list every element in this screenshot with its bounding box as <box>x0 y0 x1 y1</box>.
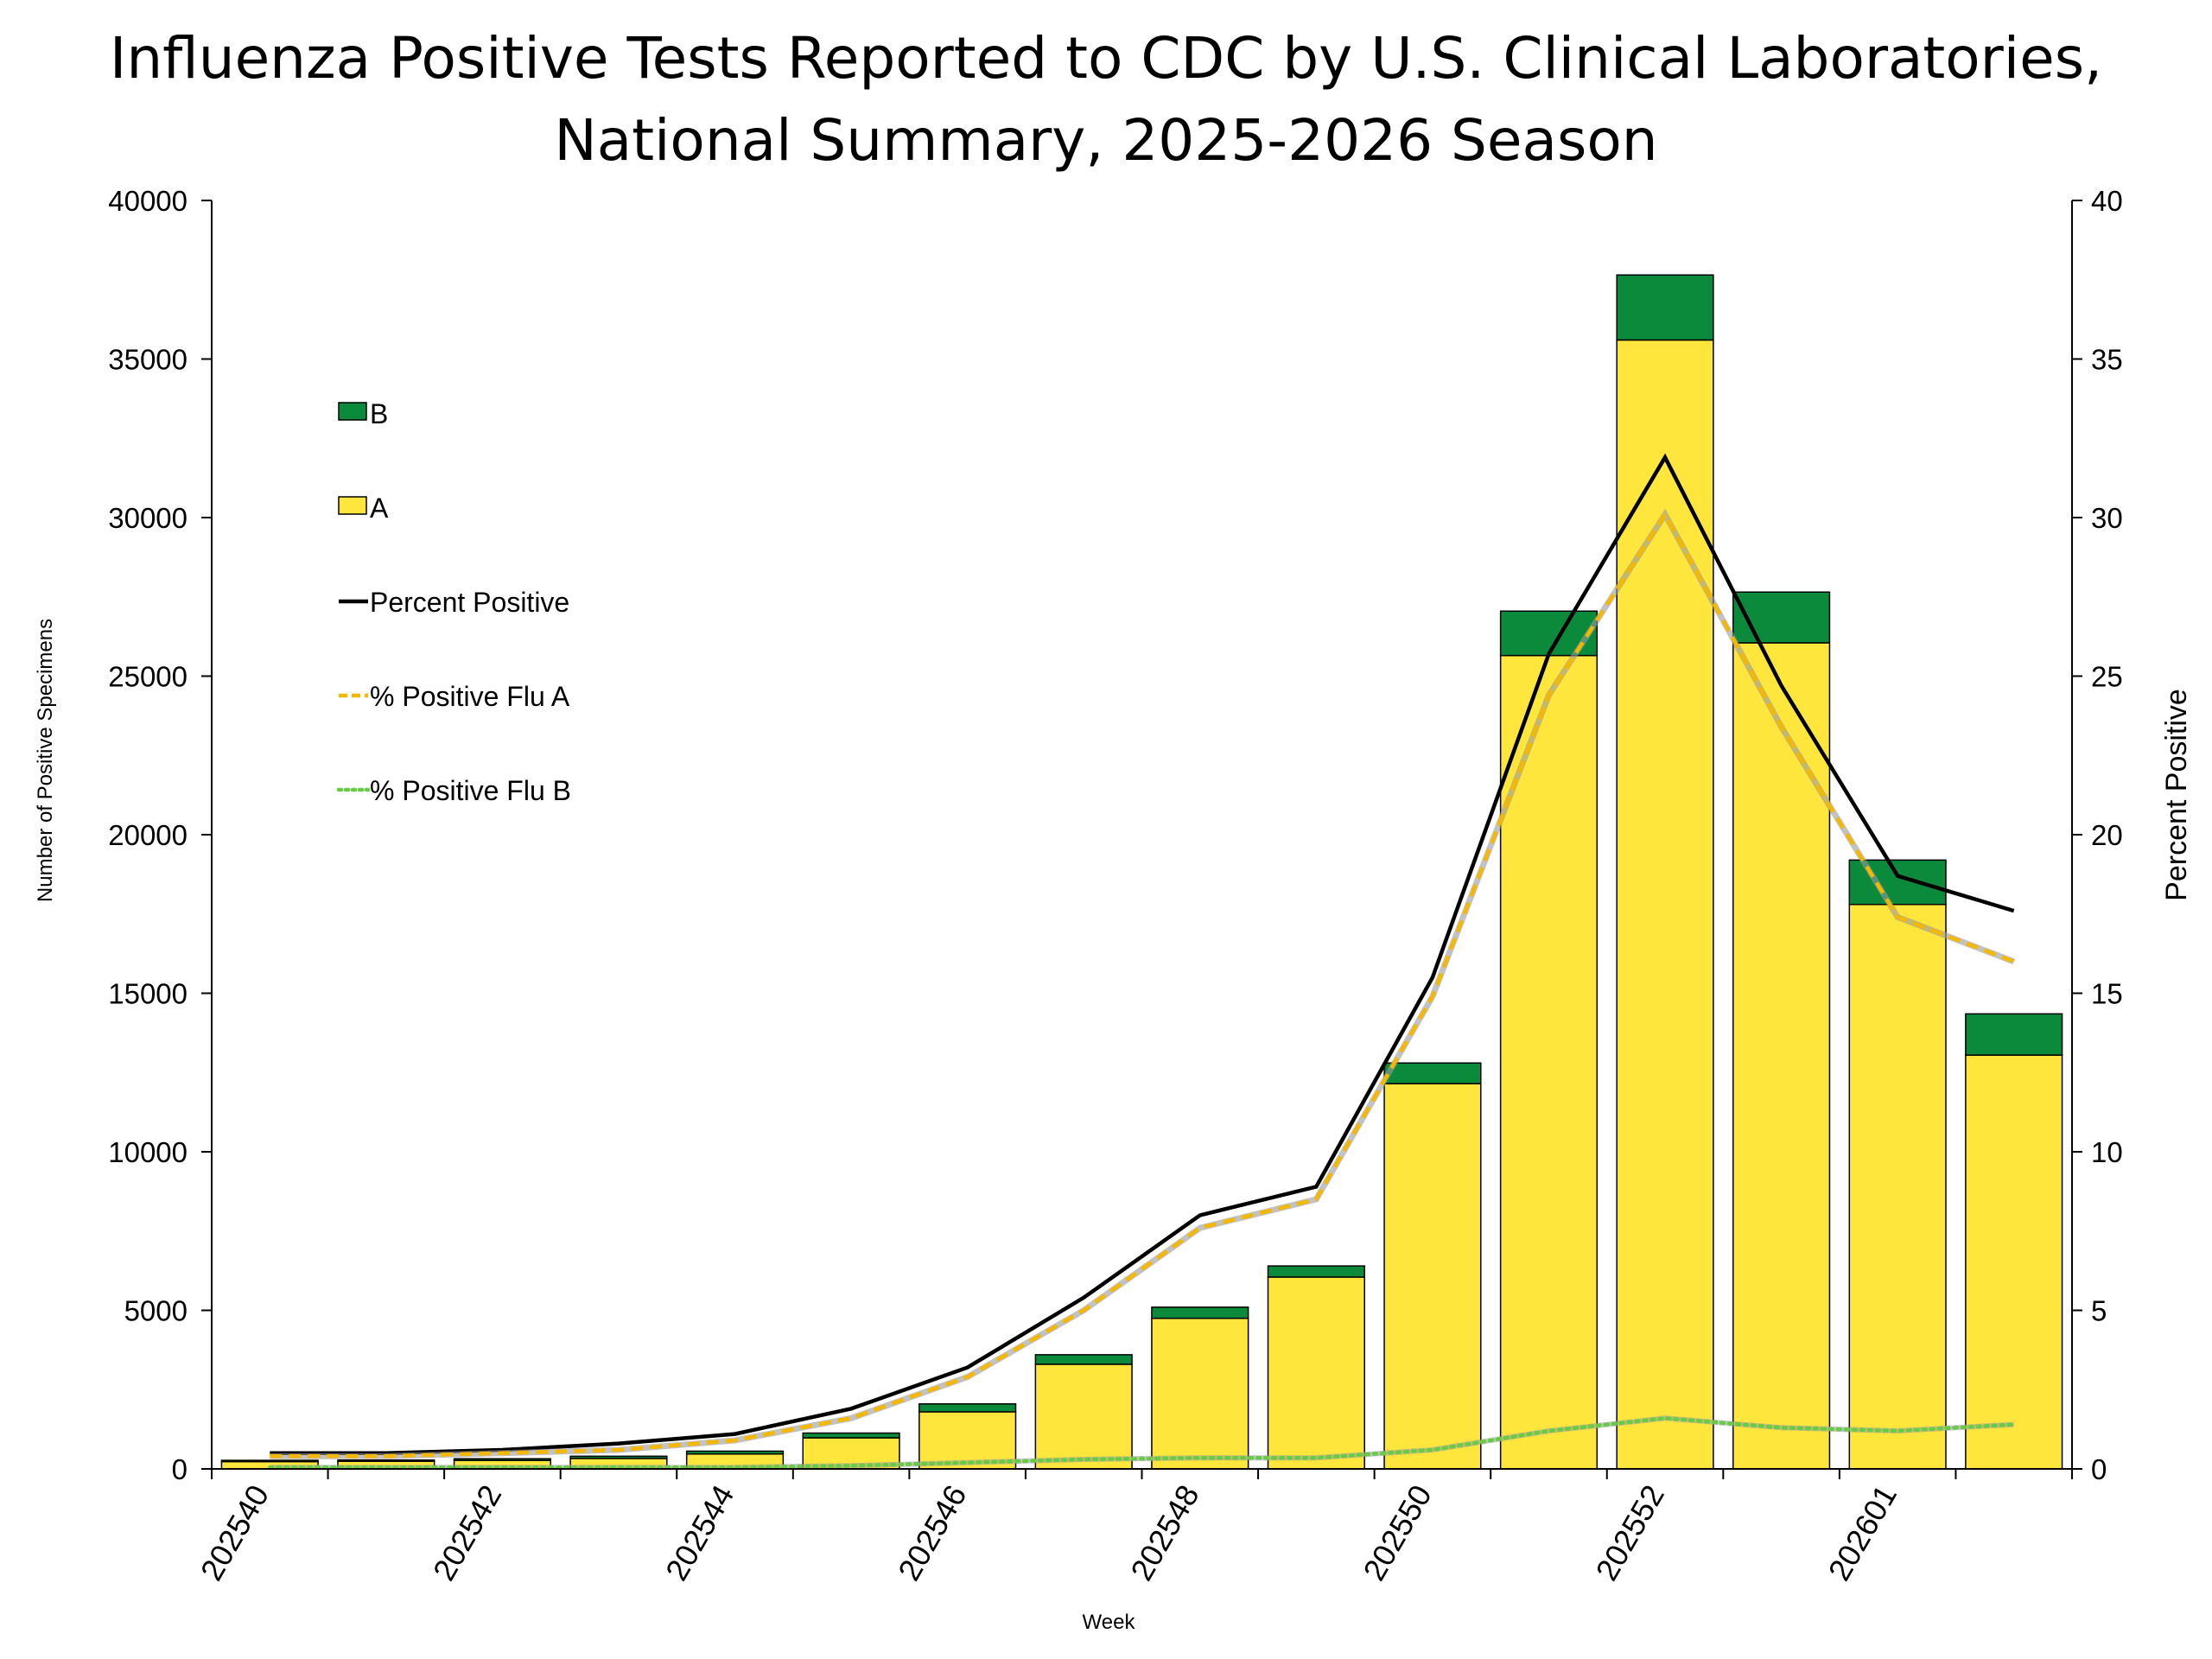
bar-b-202543 <box>569 1455 668 1459</box>
lines-layer <box>268 453 2016 1471</box>
x-tick-label: 202546 <box>891 1479 974 1587</box>
y-axis-label-left: Number of Positive Specimens <box>34 619 57 902</box>
bar-b-202548 <box>1151 1306 1249 1319</box>
legend-label-percent-positive: Percent Positive <box>370 587 569 618</box>
bar-a-202553 <box>1732 642 1831 1470</box>
line-positive-flu-a <box>270 510 2015 1459</box>
x-tick-label: 202540 <box>194 1479 276 1587</box>
legend-label-b: B <box>370 398 388 429</box>
y-tick-right-label: 10 <box>2091 1136 2123 1168</box>
bars-layer <box>220 274 2063 1470</box>
bar-a-202548 <box>1151 1317 1249 1470</box>
y-tick-right-label: 5 <box>2091 1295 2107 1327</box>
bar-b-202602 <box>1965 1013 2063 1056</box>
bar-b-202545 <box>802 1432 900 1439</box>
bar-b-202542 <box>453 1458 551 1461</box>
bar-b-202552 <box>1616 274 1714 341</box>
legend-label-a: A <box>370 493 389 524</box>
legend-swatch-b <box>338 402 367 421</box>
bar-a-202551 <box>1499 654 1599 1470</box>
y-tick-left-label: 35000 <box>108 344 188 376</box>
bar-a-202550 <box>1383 1083 1482 1470</box>
bar-b-202546 <box>918 1403 1017 1413</box>
y-tick-right-label: 40 <box>2091 185 2123 217</box>
x-tick-label: 202601 <box>1821 1479 1904 1587</box>
x-tick-label: 202552 <box>1588 1479 1671 1587</box>
bar-a-202549 <box>1267 1276 1365 1470</box>
y-tick-left-label: 30000 <box>108 502 188 534</box>
bar-a-202602 <box>1965 1054 2063 1470</box>
y-tick-right-label: 15 <box>2091 978 2123 1010</box>
legend-label-positive-flu-b: % Positive Flu B <box>370 775 571 806</box>
line-percent-positive <box>270 453 2015 1455</box>
bar-b-202551 <box>1499 610 1599 657</box>
y-axis-label-right: Percent Positive <box>2160 689 2193 901</box>
line-positive-flu-b <box>268 1416 2016 1470</box>
bar-b-202547 <box>1034 1354 1133 1365</box>
bar-a-202547 <box>1034 1363 1133 1470</box>
x-tick-label: 202544 <box>658 1479 741 1587</box>
y-tick-right-label: 20 <box>2091 819 2123 851</box>
y-tick-right-label: 25 <box>2091 661 2123 693</box>
y-tick-right-label: 35 <box>2091 344 2123 376</box>
bar-b-202550 <box>1383 1062 1482 1084</box>
legend-swatch-a <box>338 496 367 515</box>
y-tick-left-label: 10000 <box>108 1136 188 1168</box>
y-tick-left-label: 0 <box>172 1453 188 1485</box>
x-tick-label: 202548 <box>1123 1479 1206 1587</box>
bar-b-202541 <box>337 1459 435 1462</box>
y-tick-left-label: 40000 <box>108 185 188 217</box>
x-tick-label: 202550 <box>1356 1479 1439 1587</box>
legend: B A Percent Positive % Positive Flu A % Posi… <box>336 398 571 806</box>
y-tick-right-label: 30 <box>2091 502 2123 534</box>
x-axis-label: Week <box>1083 1611 1136 1634</box>
bar-b-202549 <box>1267 1265 1365 1278</box>
y-tick-left-label: 15000 <box>108 978 188 1010</box>
y-tick-left-label: 25000 <box>108 661 188 693</box>
y-tick-left-label: 5000 <box>124 1295 188 1327</box>
bar-a-202552 <box>1616 339 1714 1470</box>
legend-label-positive-flu-a: % Positive Flu A <box>370 681 570 712</box>
chart-title-line1: Influenza Positive Tests Reported to CDC… <box>110 25 2102 92</box>
y-tick-right-label: 0 <box>2091 1453 2107 1485</box>
y-tick-left-label: 20000 <box>108 819 188 851</box>
bar-b-202544 <box>685 1450 785 1455</box>
bar-b-202540 <box>220 1459 319 1463</box>
chart-title-line2: National Summary, 2025-2026 Season <box>554 107 1657 174</box>
bar-b-202553 <box>1732 591 1831 644</box>
x-tick-label: 202542 <box>426 1479 509 1587</box>
bar-a-202601 <box>1848 903 1947 1470</box>
